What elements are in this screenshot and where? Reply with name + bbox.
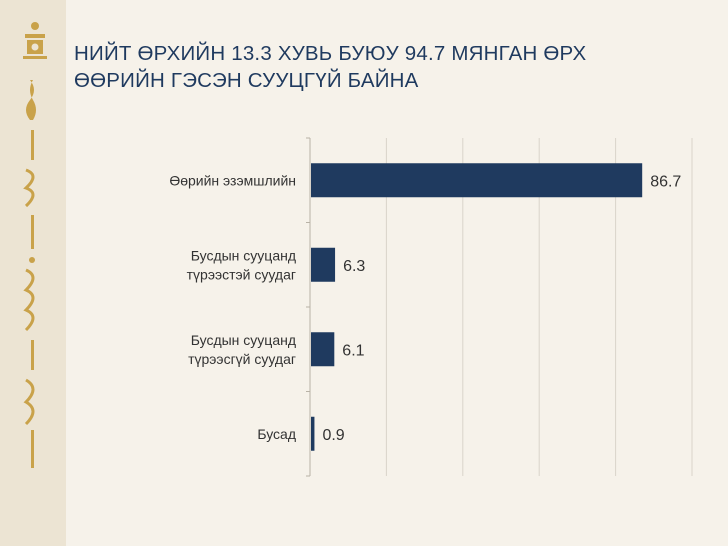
bar	[311, 163, 643, 198]
category-label: Бусдын сууцанд	[191, 247, 296, 263]
category-label: Бусдын сууцанд	[191, 332, 296, 348]
data-label: 6.3	[343, 258, 365, 275]
soyombo-emblem-icon	[23, 22, 47, 59]
category-label: Өөрийн эзэмшлийн	[169, 172, 296, 188]
data-label: 86.7	[650, 173, 681, 190]
category-label: түрээсгүй суудаг	[188, 351, 296, 367]
decorative-sidebar	[0, 0, 66, 546]
mongolian-script-decoration	[23, 80, 36, 468]
title-line-1: НИЙТ ӨРХИЙН 13.3 ХУВЬ БУЮУ 94.7 МЯНГАН Ө…	[74, 42, 587, 65]
bar	[311, 247, 336, 282]
bar	[311, 416, 315, 451]
category-label: Бусад	[257, 426, 296, 442]
data-label: 6.1	[342, 342, 364, 359]
title-line-2: ӨӨРИЙН ГЭСЭН СУУЦГҮЙ БАЙНА	[74, 69, 419, 92]
slide-title: НИЙТ ӨРХИЙН 13.3 ХУВЬ БУЮУ 94.7 МЯНГАН Ө…	[74, 40, 714, 94]
category-label: түрээстэй суудаг	[187, 266, 296, 282]
data-label: 0.9	[322, 427, 344, 444]
bar	[311, 332, 335, 367]
